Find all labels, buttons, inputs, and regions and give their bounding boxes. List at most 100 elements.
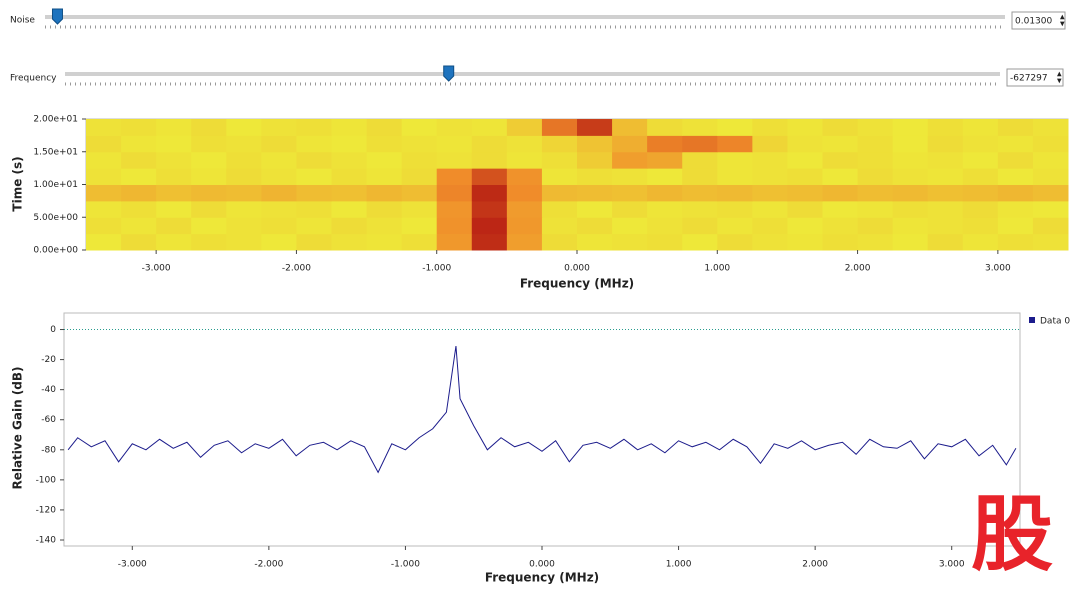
heat-cell [226,184,262,202]
x-tick-label: -1.000 [422,264,451,274]
heat-cell [752,217,788,235]
heat-cell [156,184,192,202]
heat-cell [892,184,929,202]
heat-cell [577,119,613,136]
heat-cell [506,119,543,136]
heat-cell [121,200,157,218]
heat-cell [752,151,788,169]
noise-spinbox-value: 0.01300 [1015,17,1052,27]
slider-knob[interactable] [443,65,455,82]
x-tick-label: 3.000 [985,264,1011,274]
heat-cell [436,184,473,202]
frequency-spinbox[interactable] [1006,68,1064,87]
heat-cell [892,119,929,136]
heat-cell [506,200,543,218]
heat-cell [1032,233,1069,251]
y-tick-label: -80 [41,445,56,455]
heat-cell [892,151,929,169]
heat-cell [577,184,613,202]
x-tick-label: 0.000 [564,264,590,274]
heat-cell [997,200,1034,218]
heat-cell [682,151,718,169]
frequency-label: Frequency [10,74,57,84]
heat-cell [577,233,613,251]
heat-cell [156,119,192,136]
heat-cell [927,233,964,251]
heat-cell [436,135,473,153]
x-tick-label: 0.000 [529,560,555,570]
heat-cell [156,233,192,251]
slider-knob[interactable] [51,8,63,25]
y-tick-label: -140 [36,535,57,545]
heat-cell [226,233,262,251]
heat-cell [86,135,122,153]
heat-cell [857,119,894,136]
heat-cell [541,135,578,153]
y-tick-label: -60 [41,415,56,425]
heat-cell [682,233,718,251]
heat-cell [647,119,683,136]
heat-cell [1032,119,1069,136]
heat-cell [191,151,227,169]
heat-cell [822,119,859,136]
heat-cell [471,184,508,202]
heat-cell [752,200,788,218]
heat-cell [331,217,368,235]
heat-cell [857,200,894,218]
heat-cell [296,135,332,153]
heat-cell [121,151,157,169]
spin-arrows: ▼ [1057,78,1062,85]
heat-cell [506,233,543,251]
heat-cell [401,184,438,202]
heat-cell [1032,151,1069,169]
heat-cell [647,184,683,202]
heat-cell [401,168,438,185]
heat-cell [997,233,1034,251]
heat-cell [401,200,438,218]
heat-cell [752,233,788,251]
x-tick-label: -1.000 [391,560,420,570]
heat-cell [366,200,403,218]
heat-cell [822,184,859,202]
heat-cell [366,233,403,251]
x-tick-label: 3.000 [939,560,965,570]
heat-cell [962,233,999,251]
heat-cell [717,168,753,185]
heat-cell [261,119,297,136]
heat-cell [506,151,543,169]
x-tick-label: 1.000 [704,264,730,274]
heat-cell [752,168,788,185]
heat-cell [296,168,332,185]
heat-cell [612,200,648,218]
heat-cell [822,151,859,169]
heat-cell [787,151,823,169]
heat-cell [647,200,683,218]
heat-cell [857,233,894,251]
heat-cell [1032,184,1069,202]
noise-spinbox[interactable] [1011,11,1066,30]
heat-cell [121,168,157,185]
heat-cell [577,135,613,153]
heat-cell [296,184,332,202]
y-axis-title: Time (s) [11,156,25,211]
heat-cell [156,168,192,185]
heat-cell [962,151,999,169]
heat-cell [436,168,473,185]
heat-cell [331,233,368,251]
heat-cell [191,184,227,202]
heat-cell [647,135,683,153]
heat-cell [471,135,508,153]
heat-cell [541,184,578,202]
spin-arrows: ▲ [1060,14,1065,21]
heat-cell [577,217,613,235]
heat-cell [682,135,718,153]
heat-cell [927,119,964,136]
heat-cell [121,233,157,251]
heat-cell [787,168,823,185]
heat-cell [261,135,297,153]
x-tick-label: -3.000 [118,560,147,570]
heat-cell [366,135,403,153]
y-tick-label: 2.00e+01 [33,115,78,125]
heat-cell [156,217,192,235]
